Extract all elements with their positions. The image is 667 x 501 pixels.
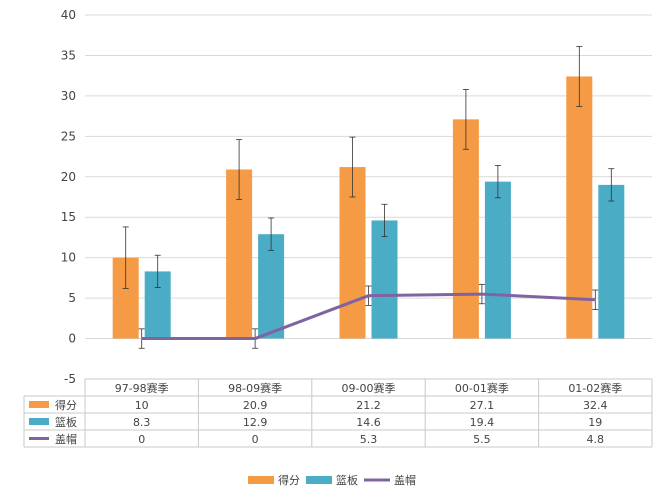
table-swatch bbox=[29, 418, 49, 425]
table-cell-value: 19 bbox=[588, 416, 602, 429]
y-tick-label: 30 bbox=[61, 89, 76, 103]
legend-swatch bbox=[248, 476, 274, 484]
y-tick-label: 10 bbox=[61, 251, 76, 265]
y-axis: -5 0 5 10 15 20 25 30 35 40 bbox=[61, 8, 76, 386]
table-row-label: 篮板 bbox=[55, 415, 77, 429]
bars bbox=[112, 76, 625, 339]
bar-rebound bbox=[258, 234, 285, 339]
lines bbox=[141, 292, 596, 341]
legend: 得分 篮板 盖帽 bbox=[248, 473, 416, 487]
bar-score bbox=[452, 119, 479, 339]
bar-rebound bbox=[484, 181, 511, 339]
table-cell-value: 4.8 bbox=[587, 433, 605, 446]
y-tick-label: 20 bbox=[61, 170, 76, 184]
x-category-label: 97-98赛季 bbox=[115, 381, 169, 395]
table-cell-value: 19.4 bbox=[470, 416, 495, 429]
bar-rebound bbox=[598, 184, 625, 339]
table-swatch bbox=[29, 401, 49, 408]
table-cell-value: 20.9 bbox=[243, 399, 268, 412]
y-tick-label: 15 bbox=[61, 210, 76, 224]
table-cell-value: 12.9 bbox=[243, 416, 268, 429]
table-cell-value: 27.1 bbox=[470, 399, 495, 412]
legend-label: 篮板 bbox=[336, 473, 358, 487]
table-cell-value: 14.6 bbox=[356, 416, 381, 429]
legend-label: 盖帽 bbox=[394, 473, 416, 487]
table-cell-value: 0 bbox=[138, 433, 145, 446]
table-cell-value: 5.3 bbox=[360, 433, 378, 446]
bar-score bbox=[566, 76, 593, 339]
table-cell-value: 0 bbox=[252, 433, 259, 446]
table-row-label: 盖帽 bbox=[55, 432, 77, 446]
table-cell-value: 5.5 bbox=[473, 433, 491, 446]
y-tick-label: 25 bbox=[61, 129, 76, 143]
bar-rebound bbox=[371, 220, 398, 339]
y-tick-label: 5 bbox=[68, 291, 76, 305]
gridlines bbox=[85, 14, 652, 340]
table-cell-value: 21.2 bbox=[356, 399, 381, 412]
line-blocks bbox=[141, 292, 596, 341]
y-tick-label: -5 bbox=[64, 372, 76, 386]
x-category-label: 01-02赛季 bbox=[568, 381, 622, 395]
table-cell-value: 8.3 bbox=[133, 416, 151, 429]
x-category-label: 00-01赛季 bbox=[455, 381, 509, 395]
table-row-label: 得分 bbox=[55, 399, 77, 412]
legend-swatch bbox=[306, 476, 332, 484]
y-tick-label: 35 bbox=[61, 48, 76, 62]
y-tick-label: 40 bbox=[61, 8, 76, 22]
table-cell-value: 10 bbox=[135, 399, 149, 412]
y-tick-label: 0 bbox=[68, 332, 76, 346]
x-category-label: 98-09赛季 bbox=[228, 381, 282, 395]
error-bars bbox=[122, 46, 615, 349]
x-category-label: 09-00赛季 bbox=[342, 381, 396, 395]
legend-label: 得分 bbox=[278, 474, 300, 487]
table-cell-value: 32.4 bbox=[583, 399, 608, 412]
